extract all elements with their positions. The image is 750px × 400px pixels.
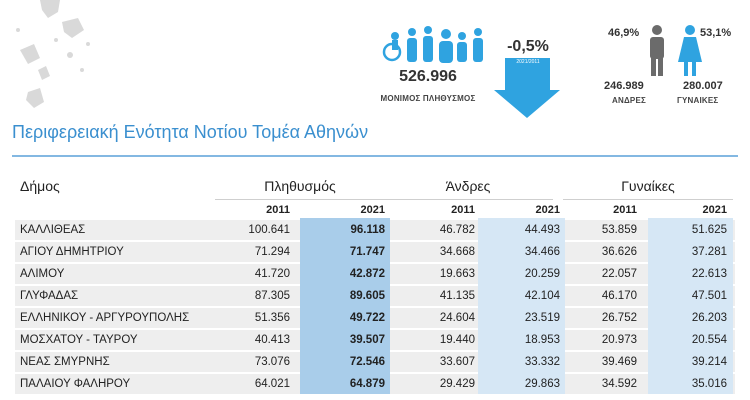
change-value: -0,5%	[507, 38, 549, 55]
municipality: ΜΟΣΧΑΤΟΥ - ΤΑΥΡΟΥ	[20, 334, 138, 346]
column-header: Γυναίκες	[621, 178, 675, 194]
family-icon	[382, 26, 483, 63]
cell-value: 42.872	[349, 268, 385, 280]
cell-value: 51.356	[254, 312, 290, 324]
cell-value: 89.605	[349, 290, 385, 302]
population-total: 526.996	[399, 68, 457, 85]
municipality: ΠΑΛΑΙΟΥ ΦΑΛΗΡΟΥ	[20, 378, 131, 390]
year-header: 2011	[266, 204, 290, 216]
cell-value: 33.607	[439, 356, 475, 368]
cell-value: 39.214	[691, 356, 727, 368]
column-header: Πληθυσμός	[264, 178, 336, 194]
cell-value: 20.554	[691, 334, 727, 346]
header-rule	[215, 199, 385, 200]
header-rule	[563, 199, 733, 200]
change-period: 2021/2011	[516, 59, 540, 65]
male-pct: 46,9%	[608, 27, 640, 39]
map	[16, 0, 90, 108]
municipality: ΑΓΙΟΥ ΔΗΜΗΤΡΙΟΥ	[20, 246, 124, 258]
cell-value: 22.057	[601, 268, 637, 280]
cell-value: 26.203	[691, 312, 727, 324]
cell-value: 20.973	[601, 334, 637, 346]
down-arrow	[494, 58, 560, 118]
year-header: 2021	[535, 204, 560, 216]
cell-value: 53.859	[601, 224, 637, 236]
cell-value: 72.546	[349, 356, 385, 368]
female-label: ΓΥΝΑΙΚΕΣ	[677, 96, 719, 105]
cell-value: 73.076	[254, 356, 290, 368]
female-icon	[678, 25, 702, 76]
cell-value: 96.118	[350, 224, 385, 236]
cell-value: 71.747	[349, 246, 385, 258]
cell-value: 35.016	[691, 378, 727, 390]
year-header: 2011	[613, 204, 637, 216]
year-header: 2021	[702, 204, 727, 216]
cell-value: 41.135	[439, 290, 475, 302]
male-icon	[650, 25, 664, 76]
cell-value: 24.604	[439, 312, 475, 324]
cell-value: 39.507	[349, 334, 385, 346]
population-label: ΜΟΝΙΜΟΣ ΠΛΗΘΥΣΜΟΣ	[380, 94, 476, 103]
cell-value: 37.281	[691, 246, 727, 258]
column-shade	[300, 218, 390, 394]
cell-value: 26.752	[601, 312, 637, 324]
year-header: 2021	[360, 204, 385, 216]
cell-value: 64.021	[254, 378, 290, 390]
graphics	[12, 0, 738, 157]
cell-value: 100.641	[248, 224, 290, 236]
cell-value: 87.305	[254, 290, 290, 302]
column-shade	[478, 218, 565, 394]
cell-value: 64.879	[349, 378, 385, 390]
cell-value: 34.466	[524, 246, 560, 258]
cell-value: 71.294	[254, 246, 290, 258]
male-label: ΑΝΔΡΕΣ	[612, 96, 646, 105]
municipality: ΓΛΥΦΑΔΑΣ	[20, 290, 79, 302]
female-pct: 53,1%	[700, 27, 732, 39]
cell-value: 39.469	[601, 356, 637, 368]
cell-value: 19.440	[439, 334, 475, 346]
cell-value: 18.953	[524, 334, 560, 346]
cell-value: 29.429	[439, 378, 475, 390]
cell-value: 42.104	[524, 290, 560, 302]
municipality: ΚΑΛΛΙΘΕΑΣ	[20, 224, 86, 236]
table: Δήμος Πληθυσμός Άνδρες Γυναίκες 2011 2021 2011…	[0, 170, 750, 400]
cell-value: 20.259	[524, 268, 560, 280]
cell-value: 23.519	[524, 312, 560, 324]
cell-value: 40.413	[254, 334, 290, 346]
municipality: ΝΕΑΣ ΣΜΥΡΝΗΣ	[20, 356, 110, 368]
cell-value: 46.782	[439, 224, 475, 236]
female-count: 280.007	[683, 80, 723, 92]
municipality: ΑΛΙΜΟΥ	[20, 268, 65, 280]
cell-value: 34.668	[439, 246, 475, 258]
cell-value: 34.592	[601, 378, 637, 390]
cell-value: 44.493	[524, 224, 560, 236]
year-header: 2011	[451, 204, 475, 216]
cell-value: 19.663	[439, 268, 475, 280]
cell-value: 29.863	[524, 378, 560, 390]
cell-value: 36.626	[601, 246, 637, 258]
cell-value: 49.722	[349, 312, 385, 324]
column-header: Δήμος	[20, 178, 60, 194]
cell-value: 46.170	[601, 290, 637, 302]
column-header: Άνδρες	[445, 178, 491, 194]
header-rule	[383, 199, 553, 200]
cell-value: 33.332	[524, 356, 560, 368]
male-count: 246.989	[604, 80, 644, 92]
column-shade	[648, 218, 733, 394]
cell-value: 22.613	[691, 268, 727, 280]
cell-value: 41.720	[254, 268, 290, 280]
cell-value: 51.625	[691, 224, 727, 236]
municipality: ΕΛΛΗΝΙΚΟΥ - ΑΡΓΥΡΟΥΠΟΛΗΣ	[20, 312, 190, 324]
cell-value: 47.501	[691, 290, 727, 302]
title: Περιφερειακή Ενότητα Νοτίου Τομέα Αθηνών	[12, 122, 369, 142]
